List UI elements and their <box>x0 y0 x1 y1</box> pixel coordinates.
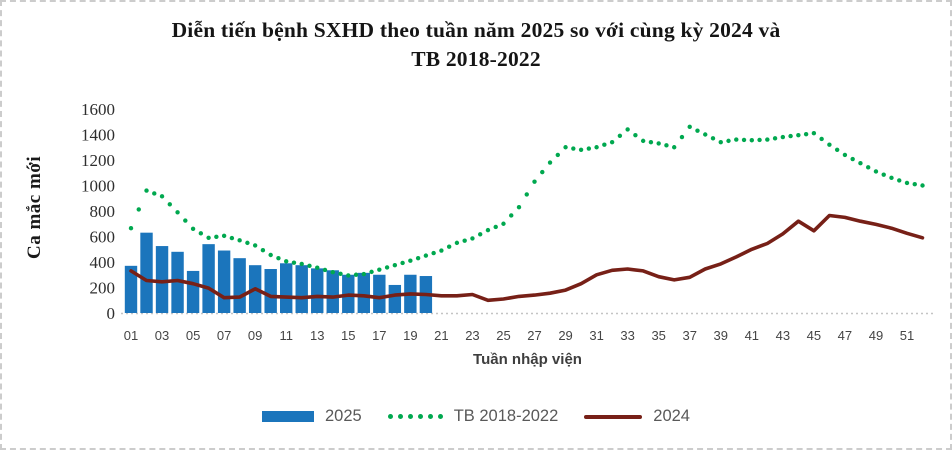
y-axis-tick-labels: 0 200 400 600 800 1000 1200 1400 1600 <box>81 100 115 323</box>
svg-text:11: 11 <box>279 328 293 343</box>
chart-title: Diễn tiến bệnh SXHD theo tuần năm 2025 s… <box>2 16 950 74</box>
y-axis-title: Ca mắc mới <box>24 155 45 259</box>
legend-item-2025: 2025 <box>261 407 362 426</box>
svg-text:400: 400 <box>90 253 116 272</box>
legend-label-2025: 2025 <box>324 407 362 425</box>
x-axis-tick-labels: 01 03 05 07 09 11 13 15 17 19 21 23 25 27 29 31 33 35 37 39… <box>124 328 914 343</box>
chart-legend: 2025 TB 2018-2022 2024 <box>2 407 950 426</box>
svg-text:29: 29 <box>558 328 572 343</box>
svg-text:45: 45 <box>807 328 821 343</box>
svg-text:31: 31 <box>589 328 603 343</box>
svg-text:07: 07 <box>217 328 231 343</box>
svg-text:01: 01 <box>124 328 138 343</box>
svg-text:03: 03 <box>155 328 169 343</box>
svg-text:200: 200 <box>90 279 116 298</box>
svg-text:51: 51 <box>900 328 914 343</box>
legend-bar-swatch-icon <box>261 411 314 422</box>
svg-text:09: 09 <box>248 328 262 343</box>
svg-text:41: 41 <box>745 328 759 343</box>
svg-text:13: 13 <box>310 328 324 343</box>
svg-text:43: 43 <box>776 328 790 343</box>
svg-text:1400: 1400 <box>81 126 115 145</box>
svg-text:49: 49 <box>869 328 883 343</box>
svg-text:27: 27 <box>527 328 541 343</box>
svg-text:37: 37 <box>682 328 696 343</box>
svg-text:15: 15 <box>341 328 355 343</box>
series-tb-2018-2022-dots <box>128 124 925 278</box>
series-2024-line <box>129 213 925 303</box>
svg-text:35: 35 <box>651 328 665 343</box>
svg-text:05: 05 <box>186 328 200 343</box>
svg-text:33: 33 <box>620 328 634 343</box>
svg-text:19: 19 <box>403 328 417 343</box>
chart-title-line-1: Diễn tiến bệnh SXHD theo tuần năm 2025 s… <box>171 18 781 42</box>
svg-text:0: 0 <box>107 304 116 323</box>
legend-item-2024: 2024 <box>584 407 690 426</box>
series-2025-bars <box>124 232 433 313</box>
svg-text:1000: 1000 <box>81 177 115 196</box>
legend-dotted-line-swatch-icon <box>387 414 443 419</box>
x-axis-title: Tuần nhập viện <box>473 351 582 368</box>
svg-text:17: 17 <box>372 328 386 343</box>
svg-text:1200: 1200 <box>81 151 115 170</box>
svg-text:21: 21 <box>434 328 448 343</box>
svg-text:25: 25 <box>496 328 510 343</box>
svg-text:39: 39 <box>714 328 728 343</box>
svg-text:600: 600 <box>90 228 116 247</box>
legend-line-swatch-icon <box>584 414 643 419</box>
svg-text:800: 800 <box>90 202 116 221</box>
legend-item-tb-2018-2022: TB 2018-2022 <box>387 407 559 426</box>
svg-text:47: 47 <box>838 328 852 343</box>
legend-label-2024: 2024 <box>653 407 690 425</box>
svg-text:23: 23 <box>465 328 479 343</box>
chart-title-line-2: TB 2018-2022 <box>411 47 541 71</box>
svg-text:1600: 1600 <box>81 100 115 119</box>
legend-label-tb-2018-2022: TB 2018-2022 <box>453 407 559 425</box>
